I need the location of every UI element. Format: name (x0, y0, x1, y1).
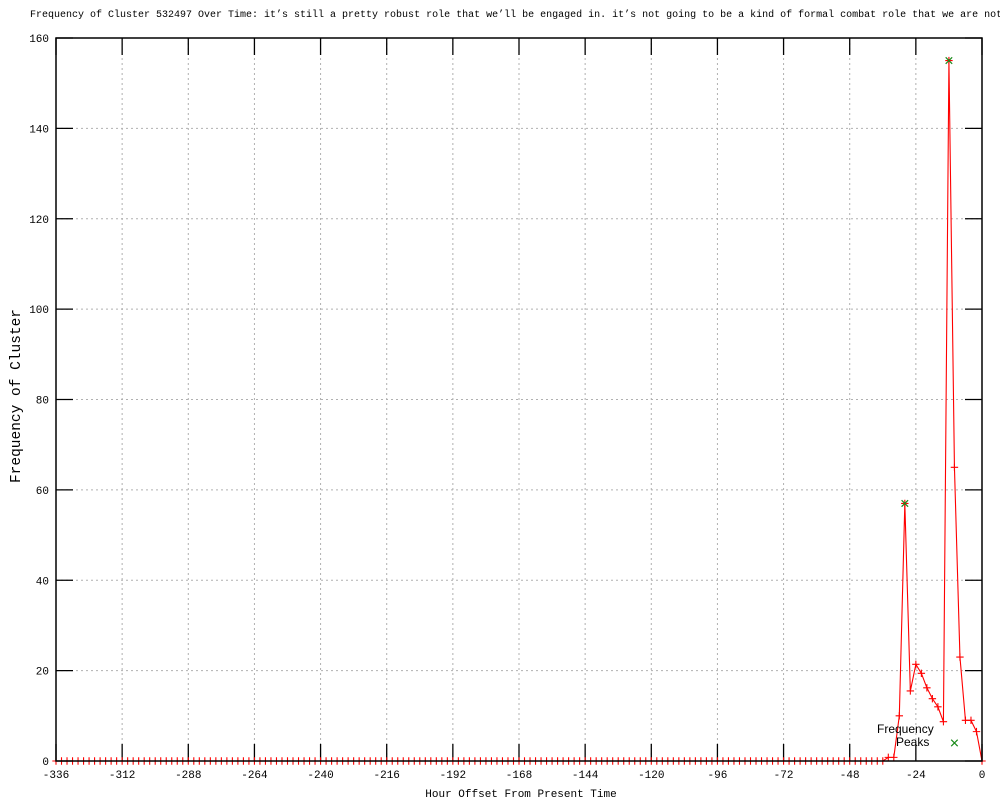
svg-text:-144: -144 (572, 770, 599, 782)
svg-text:-312: -312 (109, 770, 135, 782)
svg-text:-24: -24 (906, 770, 926, 782)
svg-text:-72: -72 (774, 770, 794, 782)
svg-text:-264: -264 (241, 770, 268, 782)
svg-text:160: 160 (29, 34, 49, 46)
svg-text:0: 0 (42, 757, 49, 769)
svg-text:-120: -120 (638, 770, 664, 782)
svg-text:20: 20 (36, 667, 49, 679)
svg-text:100: 100 (29, 305, 49, 317)
svg-text:80: 80 (36, 396, 49, 408)
svg-text:0: 0 (979, 770, 986, 782)
svg-text:-216: -216 (374, 770, 400, 782)
svg-text:40: 40 (36, 576, 49, 588)
svg-text:-288: -288 (175, 770, 201, 782)
svg-text:-336: -336 (43, 770, 69, 782)
svg-text:140: 140 (29, 124, 49, 136)
svg-text:120: 120 (29, 215, 49, 227)
svg-text:-96: -96 (708, 770, 728, 782)
svg-text:-48: -48 (840, 770, 860, 782)
svg-text:-168: -168 (506, 770, 532, 782)
svg-text:-240: -240 (307, 770, 333, 782)
svg-text:60: 60 (36, 486, 49, 498)
svg-text:-192: -192 (440, 770, 466, 782)
